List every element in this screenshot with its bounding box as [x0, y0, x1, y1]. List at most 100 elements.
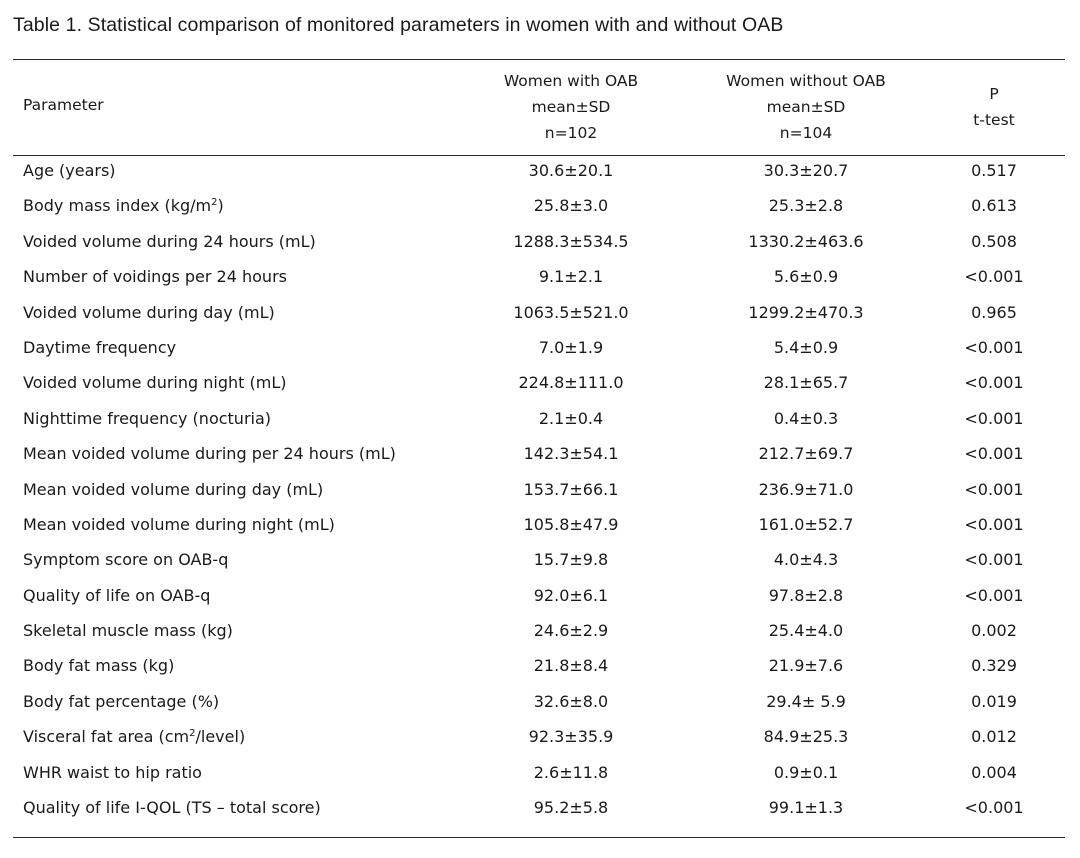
- table-top-rule: [13, 59, 1065, 60]
- with-oab-value: 32.6±8.0: [533, 691, 609, 711]
- parameter-text: Nighttime frequency (nocturia): [23, 408, 272, 428]
- parameter-cell: Symptom score on OAB-q: [23, 550, 228, 569]
- parameter-text: Body fat mass (kg): [23, 656, 175, 676]
- p-value: <0.001: [964, 479, 1024, 499]
- parameter-text: Symptom score on OAB-q: [23, 550, 229, 570]
- parameter-cell: Quality of life on OAB-q: [23, 586, 210, 605]
- parameter-text: Voided volume during day (mL): [23, 302, 275, 322]
- header-p-value: P t-test: [939, 81, 1049, 133]
- parameter-cell: Mean voided volume during night (mL): [23, 515, 335, 534]
- with-oab-value: 1288.3±534.5: [513, 231, 629, 251]
- with-oab-value: 24.6±2.9: [533, 621, 609, 641]
- without-oab-value: 5.4±0.9: [773, 337, 839, 357]
- without-oab-value: 161.0±52.7: [758, 514, 854, 534]
- table-row: Symptom score on OAB-q 15.7±9.8 4.0±4.3 <0.…: [0, 544, 1080, 579]
- table-row: Quality of life on OAB-q 92.0±6.1 97.8±2.8…: [0, 580, 1080, 615]
- parameter-text: Mean voided volume during per 24 hours (…: [23, 444, 396, 464]
- header-col2-line3: n=104: [779, 124, 833, 142]
- parameter-suffix: ): [217, 196, 224, 216]
- header-col1-line3: n=102: [544, 124, 598, 142]
- p-value: 0.965: [971, 302, 1017, 322]
- parameter-cell: Voided volume during day (mL): [23, 303, 275, 322]
- without-oab-value: 99.1±1.3: [768, 798, 844, 818]
- header-parameter: Parameter: [23, 96, 104, 114]
- with-oab-value: 95.2±5.8: [533, 798, 609, 818]
- without-oab-value: 1299.2±470.3: [748, 302, 864, 322]
- table-row: Nighttime frequency (nocturia) 2.1±0.4 0.4…: [0, 403, 1080, 438]
- header-col1-line1: Women with OAB: [503, 72, 639, 90]
- parameter-text: Quality of life I-QOL (TS – total score): [23, 798, 321, 818]
- parameter-cell: Body mass index (kg/m2): [23, 196, 224, 215]
- with-oab-value: 25.8±3.0: [533, 196, 609, 216]
- header-col3-line1: P: [989, 85, 999, 103]
- p-value: <0.001: [964, 585, 1024, 605]
- parameter-text: Quality of life on OAB-q: [23, 585, 211, 605]
- p-value: <0.001: [964, 373, 1024, 393]
- header-col2-line1: Women without OAB: [726, 72, 886, 90]
- with-oab-value: 15.7±9.8: [533, 550, 609, 570]
- header-col2-line2: mean±SD: [766, 98, 846, 116]
- parameter-text: Body mass index (kg/m: [23, 196, 212, 216]
- table-row: Mean voided volume during per 24 hours (…: [0, 438, 1080, 473]
- with-oab-value: 21.8±8.4: [533, 656, 609, 676]
- table-row: Number of voidings per 24 hours 9.1±2.1 5.…: [0, 261, 1080, 296]
- p-value: <0.001: [964, 444, 1024, 464]
- parameter-cell: Quality of life I-QOL (TS – total score): [23, 798, 321, 817]
- parameter-cell: Skeletal muscle mass (kg): [23, 621, 233, 640]
- without-oab-value: 30.3±20.7: [763, 161, 849, 180]
- without-oab-value: 28.1±65.7: [763, 373, 849, 393]
- p-value: 0.329: [971, 656, 1017, 676]
- parameter-text: Body fat percentage (%): [23, 691, 220, 711]
- without-oab-value: 0.9±0.1: [773, 762, 839, 782]
- parameter-text: Mean voided volume during day (mL): [23, 479, 324, 499]
- without-oab-value: 25.3±2.8: [768, 196, 844, 216]
- parameter-text: Visceral fat area (cm: [23, 727, 190, 747]
- p-value: 0.012: [971, 727, 1017, 747]
- without-oab-value: 1330.2±463.6: [748, 231, 864, 251]
- table-bottom-rule: [13, 837, 1065, 838]
- parameter-text: Daytime frequency: [23, 337, 177, 357]
- parameter-cell: Number of voidings per 24 hours: [23, 267, 287, 286]
- p-value: 0.019: [971, 691, 1017, 711]
- table-row: Body fat percentage (%) 32.6±8.0 29.4± 5.9…: [0, 686, 1080, 721]
- parameter-cell: Nighttime frequency (nocturia): [23, 409, 271, 428]
- with-oab-value: 142.3±54.1: [523, 444, 619, 464]
- without-oab-value: 25.4±4.0: [768, 621, 844, 641]
- with-oab-value: 2.1±0.4: [538, 408, 604, 428]
- with-oab-value: 9.1±2.1: [538, 267, 604, 287]
- table-row: Skeletal muscle mass (kg) 24.6±2.9 25.4±4.…: [0, 615, 1080, 650]
- parameter-suffix: /level): [195, 727, 246, 747]
- p-value: 0.002: [971, 621, 1017, 641]
- with-oab-value: 153.7±66.1: [523, 479, 619, 499]
- parameter-superscript: 2: [189, 728, 196, 740]
- with-oab-value: 7.0±1.9: [538, 337, 604, 357]
- p-value: <0.001: [964, 267, 1024, 287]
- p-value: <0.001: [964, 798, 1024, 818]
- with-oab-value: 105.8±47.9: [523, 514, 619, 534]
- with-oab-value: 2.6±11.8: [533, 762, 609, 782]
- without-oab-value: 97.8±2.8: [768, 585, 844, 605]
- table-row: Visceral fat area (cm2/level) 92.3±35.9 84…: [0, 721, 1080, 756]
- table-row: Mean voided volume during day (mL) 153.7±…: [0, 474, 1080, 509]
- without-oab-value: 5.6±0.9: [773, 267, 839, 287]
- table-row: Body mass index (kg/m2) 25.8±3.0 25.3±2.8 0…: [0, 190, 1080, 225]
- parameter-cell: Visceral fat area (cm2/level): [23, 727, 245, 746]
- without-oab-value: 0.4±0.3: [773, 408, 839, 428]
- parameter-superscript: 2: [211, 197, 218, 209]
- parameter-text: Number of voidings per 24 hours: [23, 267, 287, 287]
- with-oab-value: 224.8±111.0: [518, 373, 624, 393]
- table-row: Age (years) 30.6±20.1 30.3±20.7 0.517: [0, 155, 1080, 190]
- parameter-cell: WHR waist to hip ratio: [23, 763, 202, 782]
- header-women-with-oab: Women with OAB mean±SD n=102: [471, 68, 671, 146]
- parameter-text: WHR waist to hip ratio: [23, 762, 202, 782]
- parameter-cell: Body fat mass (kg): [23, 656, 174, 675]
- p-value: 0.517: [971, 161, 1017, 180]
- parameter-cell: Voided volume during night (mL): [23, 373, 286, 392]
- parameter-cell: Body fat percentage (%): [23, 692, 219, 711]
- table-row: Quality of life I-QOL (TS – total score)…: [0, 792, 1080, 827]
- p-value: 0.613: [971, 196, 1017, 216]
- parameter-cell: Mean voided volume during per 24 hours (…: [23, 444, 396, 463]
- table-row: Mean voided volume during night (mL) 105.…: [0, 509, 1080, 544]
- parameter-cell: Daytime frequency: [23, 338, 176, 357]
- p-value: <0.001: [964, 408, 1024, 428]
